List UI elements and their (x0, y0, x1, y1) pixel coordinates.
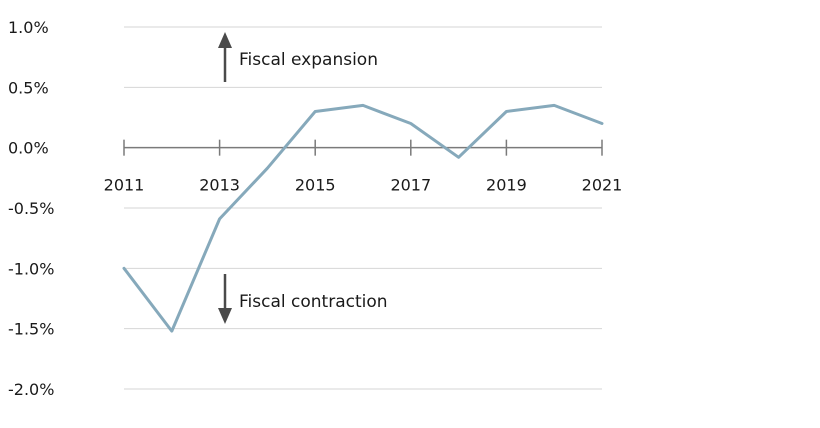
x-tick-labels: 2011 2013 2015 2017 2019 2021 (104, 176, 623, 195)
fiscal-expansion-annotation: Fiscal expansion (218, 32, 378, 82)
y-tick-label: -1.5% (8, 320, 54, 339)
fiscal-contraction-label: Fiscal contraction (239, 292, 388, 312)
down-arrow-head (218, 308, 232, 324)
x-tick-label: 2015 (295, 176, 336, 195)
y-tick-label: -2.0% (8, 380, 54, 399)
y-tick-label: -0.5% (8, 199, 54, 218)
x-axis (123, 139, 603, 156)
x-tick-label: 2021 (582, 176, 623, 195)
y-tick-labels: 1.0% 0.5% 0.0% -0.5% -1.0% -1.5% -2.0% (8, 18, 54, 399)
series-line (122, 103, 604, 333)
x-tick-label: 2011 (104, 176, 145, 195)
x-tick-label: 2019 (486, 176, 527, 195)
y-tick-label: 0.0% (8, 139, 49, 158)
x-tick-label: 2017 (390, 176, 431, 195)
up-arrow-head (218, 32, 232, 48)
x-tick-label: 2013 (199, 176, 240, 195)
fiscal-expansion-label: Fiscal expansion (239, 50, 378, 70)
y-tick-label: 0.5% (8, 78, 49, 97)
gridlines (124, 26, 602, 390)
y-tick-label: -1.0% (8, 259, 54, 278)
series (122, 103, 604, 333)
y-tick-label: 1.0% (8, 18, 49, 37)
fiscal-contraction-annotation: Fiscal contraction (218, 274, 388, 324)
